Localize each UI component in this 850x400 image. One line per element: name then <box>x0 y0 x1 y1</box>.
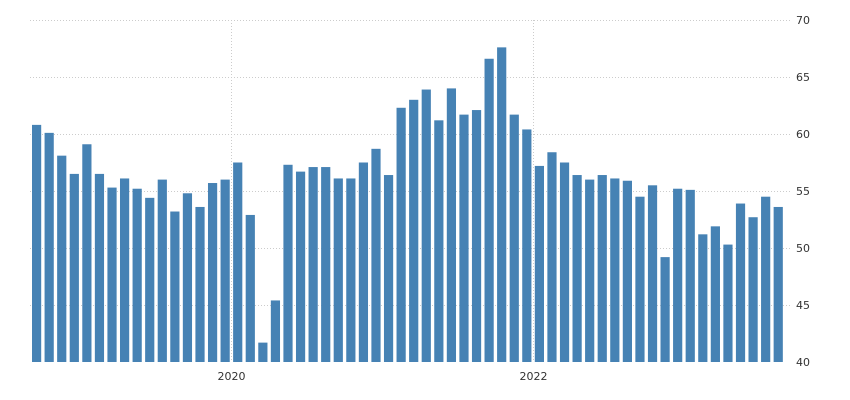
bar <box>597 175 607 362</box>
bar <box>195 206 205 362</box>
bar <box>773 206 783 362</box>
bar <box>321 167 331 362</box>
bar <box>761 196 771 362</box>
bar <box>685 189 695 362</box>
y-axis-ticks: 40 45 50 55 60 65 70 <box>796 14 810 369</box>
bar <box>497 47 507 363</box>
bar <box>308 167 318 362</box>
bar <box>245 214 255 362</box>
bar <box>333 178 343 362</box>
bar <box>698 234 708 362</box>
bar <box>32 124 42 362</box>
bar <box>157 179 167 362</box>
bar <box>484 58 494 362</box>
bar <box>446 88 457 363</box>
x-axis-ticks: 2020 2022 <box>218 370 548 383</box>
bar <box>358 162 369 362</box>
bar <box>371 148 381 362</box>
bar <box>660 257 670 362</box>
bar <box>44 132 54 362</box>
bar <box>207 183 218 362</box>
bar <box>673 188 683 362</box>
bar <box>572 175 582 362</box>
bar <box>182 193 193 362</box>
bar <box>471 110 482 362</box>
bar <box>258 342 268 362</box>
bar <box>107 187 117 362</box>
bar <box>735 203 746 362</box>
bar <box>547 152 557 362</box>
bar <box>82 144 92 362</box>
bar <box>559 162 570 362</box>
y-tick-label: 60 <box>796 128 810 141</box>
bar <box>170 211 180 362</box>
bar <box>622 180 632 362</box>
y-tick-label: 65 <box>796 71 810 84</box>
bar <box>647 185 658 362</box>
bar <box>610 178 620 362</box>
bar <box>459 114 469 363</box>
bar <box>57 155 67 362</box>
x-tick-label: 2022 <box>520 370 548 383</box>
bar <box>383 175 394 362</box>
grid-lines <box>30 20 791 362</box>
y-tick-label: 55 <box>796 185 810 198</box>
bar <box>295 171 306 362</box>
bar <box>534 165 544 362</box>
bar <box>220 179 230 362</box>
bar <box>409 99 419 363</box>
bar <box>132 188 142 362</box>
bars-group <box>32 47 783 363</box>
y-tick-label: 40 <box>796 356 810 369</box>
y-tick-label: 50 <box>796 242 810 255</box>
x-tick-label: 2020 <box>218 370 246 383</box>
bar <box>748 217 758 362</box>
bar <box>710 226 720 362</box>
bar <box>283 164 293 362</box>
bar <box>585 179 595 362</box>
bar <box>145 197 155 362</box>
y-tick-label: 70 <box>796 14 810 27</box>
bar <box>69 173 79 362</box>
bar <box>270 300 281 362</box>
bar <box>434 120 444 362</box>
bar <box>509 114 519 363</box>
bar <box>723 244 733 362</box>
bar <box>94 173 105 362</box>
y-tick-label: 45 <box>796 299 810 312</box>
bar <box>346 178 356 362</box>
bar <box>233 162 243 362</box>
bar <box>119 178 130 362</box>
bar <box>635 196 645 362</box>
bar <box>421 89 431 362</box>
bar <box>522 129 532 362</box>
bar <box>396 107 406 362</box>
